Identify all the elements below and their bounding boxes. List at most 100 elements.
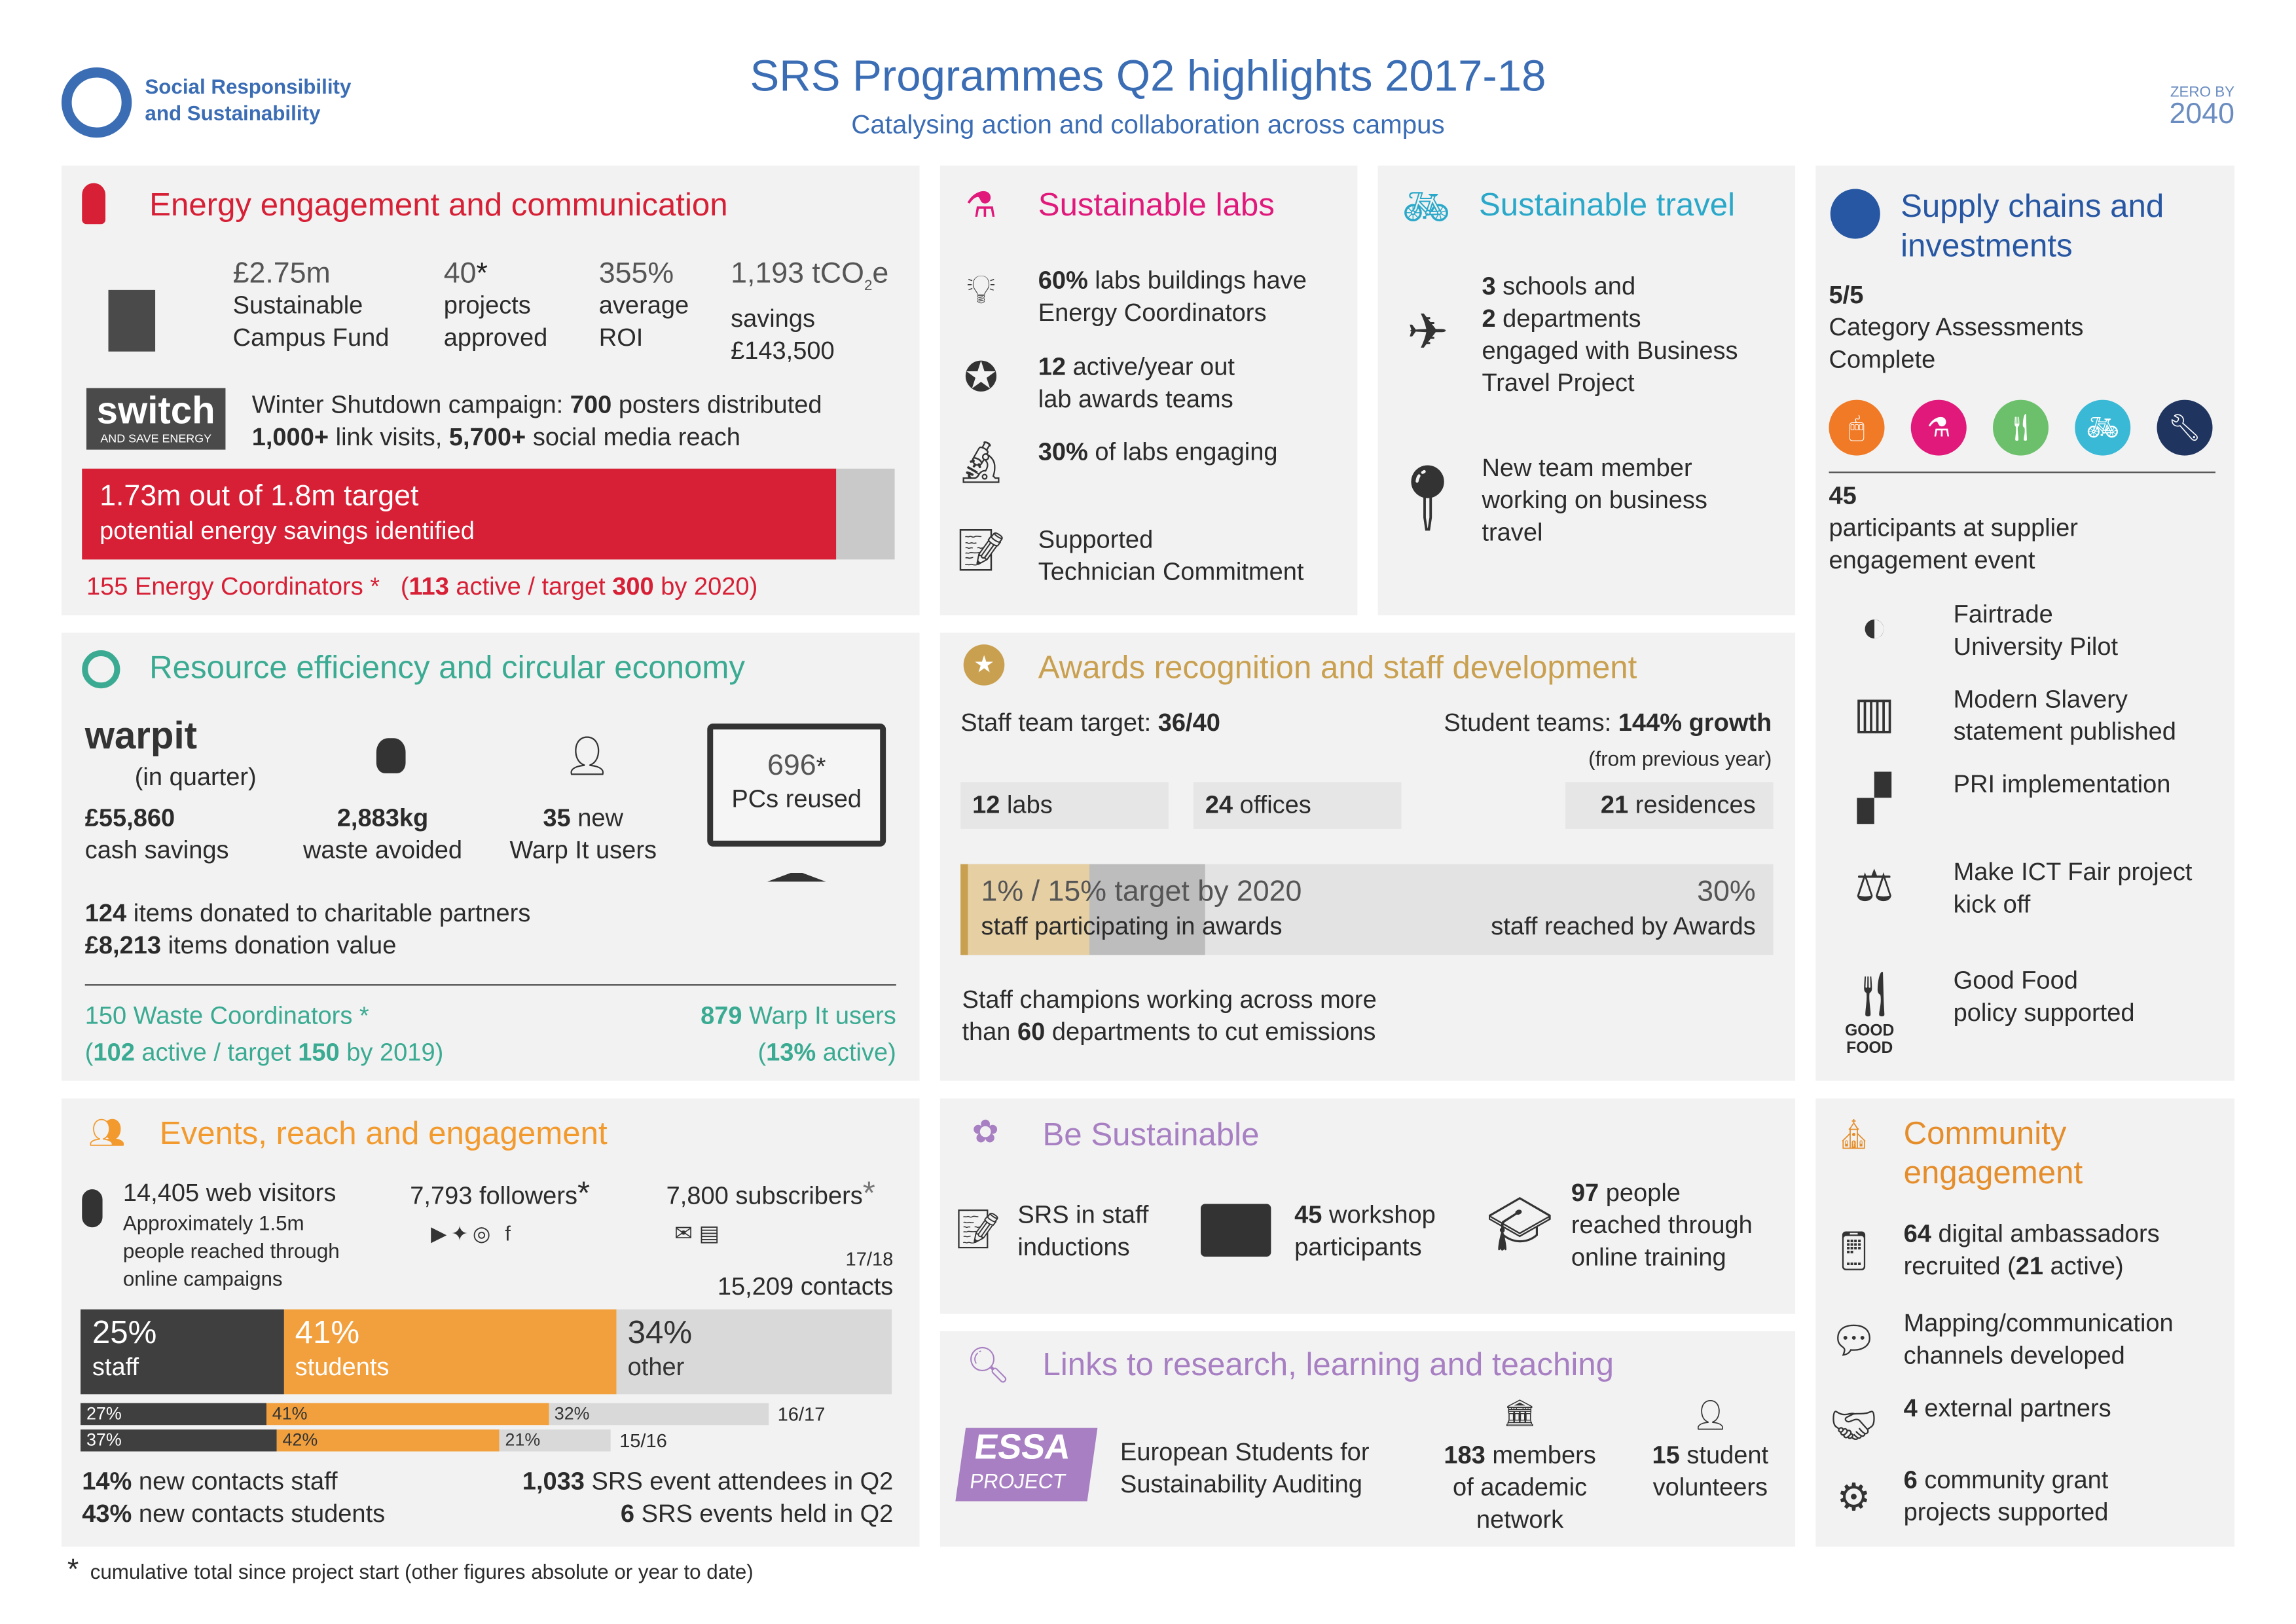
fairtrade-icon: ◐ <box>1861 603 1888 652</box>
lightbulb-icon <box>82 183 106 225</box>
stat-co2: 1,193 tCO2e savings £143,500 <box>731 257 889 365</box>
lightbulb-icon: 💡︎ <box>966 265 996 312</box>
progress-label: 1.73m out of 1.8m target potential energy… <box>100 480 475 545</box>
community-item: Mapping/communication channels developed <box>1903 1309 2174 1370</box>
recycle-icon <box>82 650 120 689</box>
good-food-icon: 🍴︎ <box>1846 970 1903 1019</box>
page-subtitle: Catalysing action and collaboration acro… <box>851 109 1445 139</box>
event-attendees: 1,033 SRS event attendees in Q2 6 SRS eve… <box>522 1467 894 1528</box>
gear-icon: ⚙ <box>1836 1474 1871 1519</box>
history-segment: 32% <box>548 1403 769 1426</box>
supplier-participants: 45 participants at supplier engagement eve… <box>1829 481 2078 574</box>
travel-title: Sustainable travel <box>1478 186 1736 223</box>
labs-item: 12 active/year out lab awards teams <box>1038 353 1235 413</box>
history-segment: 42% <box>276 1429 500 1452</box>
barcode-icon: ▥ <box>1853 689 1895 738</box>
events-title: Events, reach and engagement <box>159 1115 608 1151</box>
contacts: 17/18 15,209 contacts <box>717 1247 894 1301</box>
donations: 124 items donated to charitable partners… <box>84 899 531 959</box>
resource-title: Resource efficiency and circular economy <box>149 648 745 686</box>
box-offices: 24 offices <box>1193 782 1402 829</box>
new-contacts: 14% new contacts staff 43% new contacts s… <box>82 1467 386 1528</box>
wrench-icon: 🔧︎ <box>2157 399 2213 456</box>
energy-progress-fill <box>82 468 836 560</box>
box-residences: 21 residences <box>1565 782 1774 829</box>
workshop-presenter-icon <box>1201 1204 1271 1257</box>
community-item: 64 digital ambassadors recruited (21 acti… <box>1903 1220 2160 1280</box>
be-sustainable-title: Be Sustainable <box>1042 1116 1260 1153</box>
supply-item: Good Food policy supported <box>1953 967 2135 1027</box>
community-buildings-icon: ⛪︎ <box>1835 1118 1872 1151</box>
stat-projects: 40* projects approved <box>443 257 548 352</box>
renewable-box-icon <box>108 289 156 352</box>
links-title: Links to research, learning and teaching <box>1042 1346 1614 1383</box>
history-segment: 21% <box>499 1429 611 1452</box>
mouse-icon <box>82 1189 103 1228</box>
academic-network: 183 members of academic network <box>1444 1441 1596 1534</box>
zero-2040-logo: ZERO BY 2040 <box>2169 84 2235 131</box>
supply-item: Fairtrade University Pilot <box>1953 600 2119 661</box>
history-segment: 37% <box>81 1429 277 1452</box>
be-sustainable-icon: ✿ <box>972 1113 999 1150</box>
bar-segment-other: 34% other <box>615 1309 892 1395</box>
supply-item: Modern Slavery statement published <box>1953 685 2176 746</box>
bar-segment-students: 41% students <box>283 1309 616 1395</box>
institution-icon: 🏛︎ <box>1503 1397 1537 1428</box>
email-newsletter-icons: ✉ ▤ <box>674 1221 720 1247</box>
links-panel: 🔍︎ Links to research, learning and teach… <box>939 1331 1796 1547</box>
student-teams: Student teams: 144% growth <box>1444 709 1772 737</box>
good-food-label: GOOD FOOD <box>1845 1022 1895 1058</box>
history-year: 16/17 <box>777 1403 826 1426</box>
flask-icon: ⚗ <box>965 185 997 225</box>
labs-panel: ⚗ Sustainable labs 💡︎ 60% labs buildings … <box>939 165 1358 616</box>
footnote: * cumulative total since project start (… <box>67 1554 754 1587</box>
divider <box>84 984 896 986</box>
cutlery-icon: 🍴︎ <box>1993 399 2049 456</box>
participation-label: 1% / 15% target by 2020 staff participati… <box>981 876 1302 940</box>
magnifier-icon: 🔍︎ <box>966 1345 1011 1385</box>
switch-logo: switch AND SAVE ENERGY <box>86 388 226 450</box>
monitor-stand <box>767 847 826 882</box>
travel-panel: 🚲︎ Sustainable travel ✈ 3 schools and 2 d… <box>1377 165 1796 616</box>
contacts-breakdown-bar: 25% staff 41% students 34% other <box>81 1309 892 1395</box>
bicycle-icon: 🚲︎ <box>2075 399 2131 456</box>
workshop-participants: 45 workshop participants <box>1294 1201 1436 1261</box>
mobile-phone-icon: 📱︎ <box>1829 1228 1878 1272</box>
history-year: 15/16 <box>619 1429 667 1452</box>
student-sub: (from previous year) <box>1588 747 1772 771</box>
document-icon: 📝︎ <box>954 1206 1002 1250</box>
page-title: SRS Programmes Q2 highlights 2017-18 <box>750 52 1546 101</box>
stat-roi: 355% average ROI <box>598 257 689 352</box>
staff-inductions: SRS in staff inductions <box>1017 1201 1149 1261</box>
org-name: Social Responsibility and Sustainability <box>145 75 352 125</box>
waste-avoided: 2,883kg waste avoided <box>302 803 463 864</box>
awards-badge-icon: ★ <box>963 644 1005 686</box>
user-icon: 👤︎ <box>562 733 611 777</box>
awards-panel: ★ Awards recognition and staff developme… <box>939 633 1796 1081</box>
essa-description: European Students for Sustainability Audi… <box>1120 1438 1370 1499</box>
box-labs: 12 labs <box>960 782 1169 829</box>
history-segment: 41% <box>266 1403 549 1426</box>
graduation-cap-icon: 🎓︎ <box>1486 1193 1554 1254</box>
bicycle-icon: 🚲︎ <box>1402 183 1451 228</box>
history-segment: 27% <box>81 1403 266 1426</box>
supply-panel: Supply chains and investments 5/5 Category… <box>1815 165 2235 1081</box>
reached-label: 30% staff reached by Awards <box>1491 876 1756 940</box>
flask-icon: ⚗ <box>1910 399 1967 456</box>
essa-logo: ESSA PROJECT <box>955 1428 1098 1502</box>
followers: 7,793 followers* <box>410 1174 591 1211</box>
labs-item: Supported Technician Commitment <box>1038 525 1304 586</box>
social-media-icons: ▶✦◎ f <box>431 1221 515 1244</box>
participation-fill <box>960 864 1090 955</box>
subscribers: 7,800 subscribers* <box>666 1174 875 1211</box>
staff-champions: Staff champions working across more than … <box>962 986 1377 1046</box>
bar-segment-staff: 25% staff <box>81 1309 283 1395</box>
seesaw-icon: ⚖ <box>1854 862 1894 911</box>
warpit-users: 35 new Warp It users <box>509 803 657 864</box>
community-item: 6 community grant projects supported <box>1903 1466 2109 1526</box>
travel-business: 3 schools and 2 departments engaged with B… <box>1482 272 1738 397</box>
labs-item: 30% of labs engaging <box>1038 437 1278 466</box>
location-pin-icon: 📍︎ <box>1387 462 1469 535</box>
energy-savings-progress: 1.73m out of 1.8m target potential energy… <box>82 468 895 560</box>
